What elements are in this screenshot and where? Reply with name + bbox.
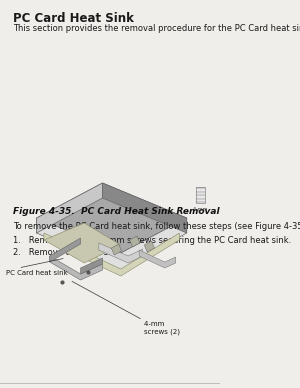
Text: 2.   Remove the heat sink.: 2. Remove the heat sink. xyxy=(13,248,124,257)
Polygon shape xyxy=(111,244,122,255)
Polygon shape xyxy=(99,243,143,263)
Text: 1.   Remove the two 4-mm screws securing the PC Card heat sink.: 1. Remove the two 4-mm screws securing t… xyxy=(13,236,291,245)
Polygon shape xyxy=(37,183,187,253)
Polygon shape xyxy=(130,236,140,247)
Text: 4 mm: 4 mm xyxy=(194,207,208,212)
Polygon shape xyxy=(37,183,103,233)
Text: 4-mm 
screws (2): 4-mm screws (2) xyxy=(144,321,180,335)
Text: Figure 4-35.  PC Card Heat Sink Removal: Figure 4-35. PC Card Heat Sink Removal xyxy=(13,207,220,216)
Polygon shape xyxy=(139,250,176,268)
Polygon shape xyxy=(144,241,154,252)
FancyBboxPatch shape xyxy=(196,187,205,203)
Text: This section provides the removal procedure for the PC Card heat sink.: This section provides the removal proced… xyxy=(13,24,300,33)
Polygon shape xyxy=(103,183,187,233)
Text: To remove the PC Card heat sink, follow these steps (see Figure 4-35):: To remove the PC Card heat sink, follow … xyxy=(13,222,300,231)
Text: PC Card heat sink: PC Card heat sink xyxy=(6,270,68,276)
Polygon shape xyxy=(80,258,103,274)
Text: PC Card Heat Sink: PC Card Heat Sink xyxy=(13,12,134,25)
Polygon shape xyxy=(50,238,80,262)
Polygon shape xyxy=(44,233,179,276)
Polygon shape xyxy=(44,223,121,263)
Polygon shape xyxy=(37,218,187,270)
Polygon shape xyxy=(50,256,103,280)
